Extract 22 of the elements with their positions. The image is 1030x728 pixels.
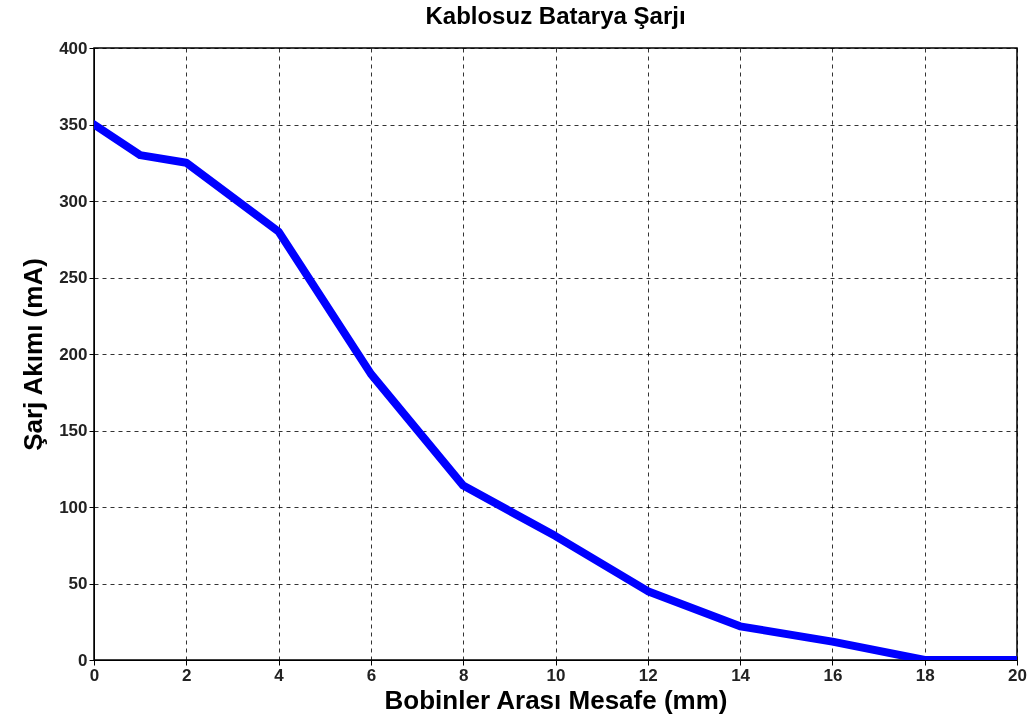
x-tick-label: 2 (182, 665, 192, 685)
y-tick-label: 0 (78, 650, 88, 670)
y-tick-label: 250 (59, 268, 88, 287)
x-tick-label: 8 (458, 665, 469, 685)
y-axis-title: Şarj Akımı (mA) (18, 258, 49, 451)
y-tick-label: 200 (59, 344, 88, 364)
y-tick-label: 150 (59, 421, 88, 440)
x-axis-title: Bobinler Arası Mesafe (mm) (384, 684, 728, 715)
y-tick-label: 300 (59, 191, 88, 211)
x-tick-label: 6 (366, 665, 377, 685)
x-tick-label: 20 (1008, 665, 1027, 685)
x-tick-label: 16 (823, 665, 843, 685)
x-tick-label: 4 (274, 665, 285, 685)
x-tick-label: 14 (731, 665, 751, 685)
chart-title: Kablosuz Batarya Şarjı (425, 2, 686, 29)
y-tick-label: 400 (59, 38, 88, 58)
x-tick-label: 18 (915, 665, 935, 685)
x-tick-label: 12 (638, 665, 658, 685)
x-tick-label: 10 (546, 665, 566, 685)
y-tick-label: 50 (68, 574, 88, 593)
y-tick-label: 100 (59, 497, 88, 517)
y-tick-label: 350 (59, 115, 88, 134)
